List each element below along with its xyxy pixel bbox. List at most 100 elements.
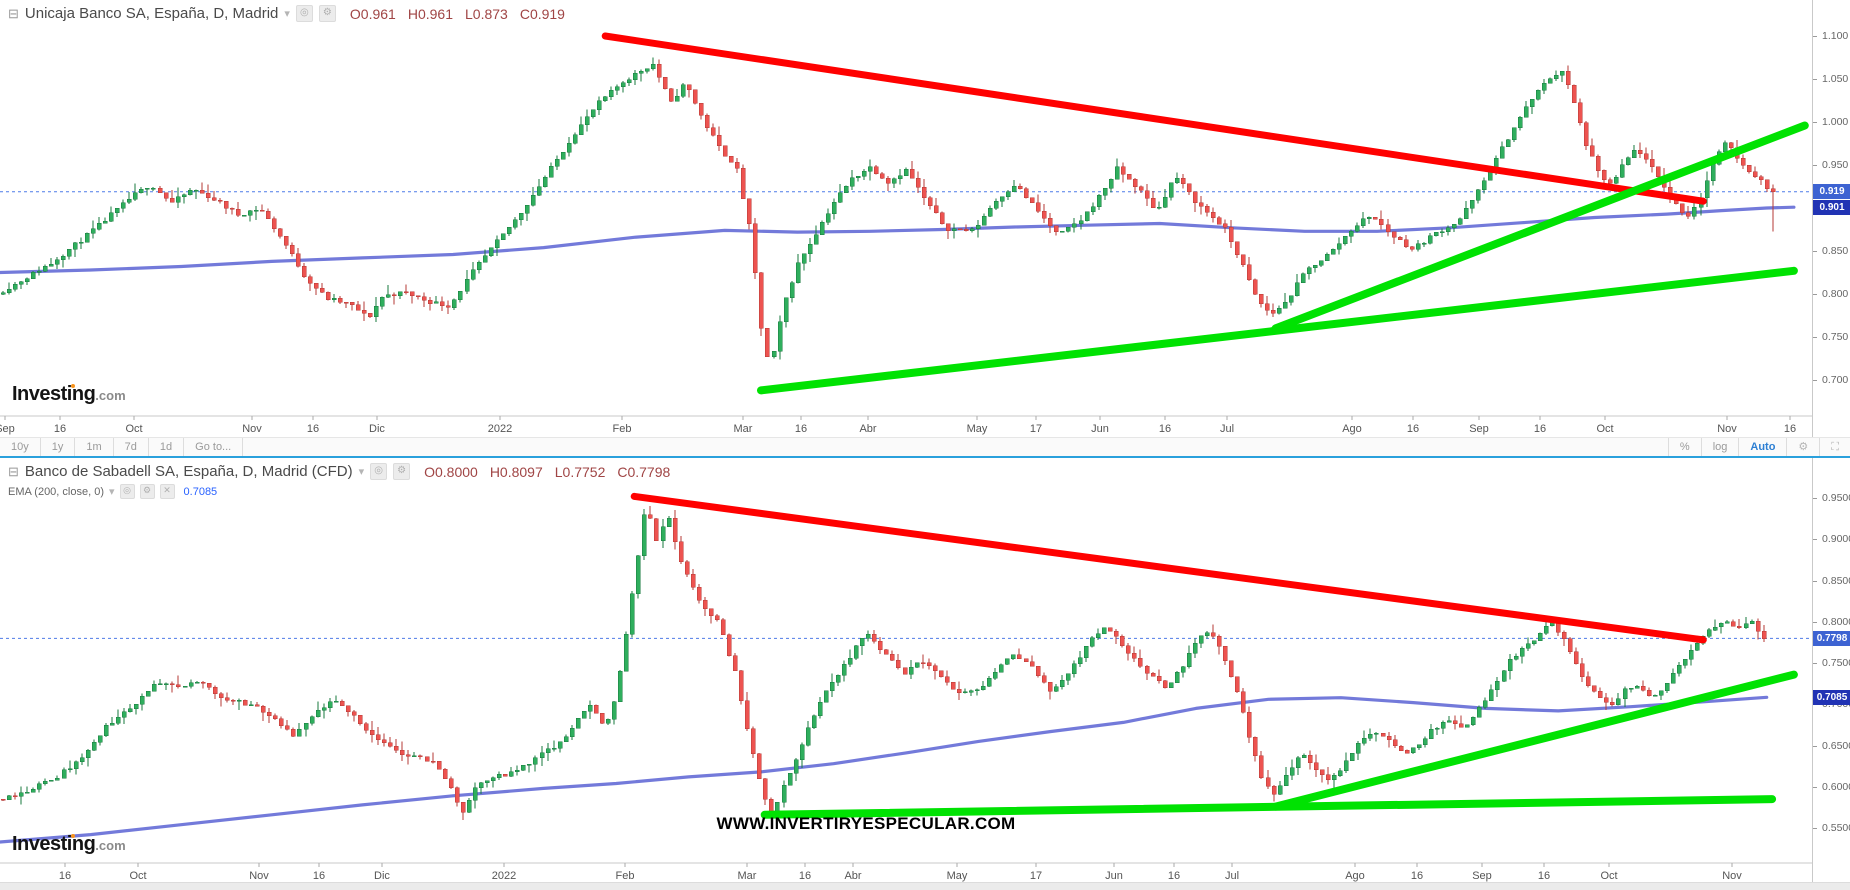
ema-value-badge: 0.7085 — [1813, 690, 1850, 705]
settings-icon[interactable]: ⚙ — [393, 463, 411, 480]
price-axis-unicaja[interactable]: 0.919 0.901 1.100 1.050 1.000 0.950 0.850 0.8… — [1812, 0, 1850, 437]
scale-buttons: % log Auto ⚙ ⛶ — [1667, 438, 1850, 456]
chevron-down-icon[interactable]: ▾ — [109, 486, 115, 498]
high-value: H0.8097 — [489, 463, 543, 480]
svg-text:Feb: Feb — [613, 423, 632, 435]
svg-text:Jul: Jul — [1220, 423, 1234, 435]
collapse-pane-icon[interactable]: ⊟ — [8, 5, 19, 21]
investing-logo-suffix: .com — [95, 838, 126, 853]
fullscreen-icon[interactable]: ⛶ — [1819, 438, 1850, 456]
svg-text:Ago: Ago — [1342, 423, 1362, 435]
svg-text:16: 16 — [1534, 423, 1546, 435]
range-7d-button[interactable]: 7d — [114, 438, 149, 456]
svg-text:May: May — [967, 423, 988, 435]
gear-icon[interactable]: ⚙ — [1786, 438, 1819, 456]
close-value: C0.919 — [519, 5, 565, 22]
visibility-icon[interactable]: ◎ — [295, 5, 313, 22]
svg-text:Abr: Abr — [859, 423, 876, 435]
chevron-down-icon[interactable]: ▾ — [284, 8, 290, 20]
svg-text:Jun: Jun — [1105, 870, 1123, 882]
instrument-title: Unicaja Banco SA, España, D, Madrid — [24, 5, 279, 22]
range-buttons: 10y 1y 1m 7d 1d Go to... — [0, 438, 244, 456]
svg-text:Dic: Dic — [374, 870, 390, 882]
high-value: H0.961 — [407, 5, 453, 22]
range-10y-button[interactable]: 10y — [0, 438, 41, 456]
svg-text:Nov: Nov — [249, 870, 269, 882]
svg-text:Jul: Jul — [1225, 870, 1239, 882]
svg-text:May: May — [947, 870, 968, 882]
svg-text:16: 16 — [307, 423, 319, 435]
chevron-down-icon[interactable]: ▾ — [358, 466, 365, 478]
svg-text:16: 16 — [1168, 870, 1180, 882]
svg-text:Sep: Sep — [1472, 870, 1492, 882]
low-value: L0.7752 — [554, 463, 606, 480]
svg-text:Sep: Sep — [0, 423, 15, 435]
chart-pane-unicaja: Sep 16 Oct Nov 16 Dic 2022 Feb Mar 16 Abr May 17 Jun 1… — [0, 0, 1850, 437]
close-icon[interactable]: ✕ — [159, 484, 175, 499]
svg-text:16: 16 — [795, 423, 807, 435]
visibility-icon[interactable]: ◎ — [119, 484, 135, 499]
svg-text:16: 16 — [1407, 423, 1419, 435]
svg-text:Oct: Oct — [1600, 870, 1617, 882]
chart-pane-sabadell: 16 Oct Nov 16 Dic 2022 Feb Mar 16 Abr May 17 Jun 16 Ju… — [0, 458, 1850, 882]
instrument-title: Banco de Sabadell SA, España, D, Madrid … — [24, 463, 353, 480]
svg-text:Mar: Mar — [734, 423, 753, 435]
range-1d-button[interactable]: 1d — [149, 438, 185, 456]
chart-header-unicaja: ⊟ Unicaja Banco SA, España, D, Madrid ▾ … — [8, 5, 565, 22]
percent-scale-button[interactable]: % — [1667, 438, 1701, 456]
range-1m-button[interactable]: 1m — [75, 438, 114, 456]
ohlc-readout: O0.8000 H0.8097 L0.7752 C0.7798 — [424, 464, 670, 480]
investing-logo: Investing.com — [12, 833, 126, 856]
svg-text:Mar: Mar — [738, 870, 757, 882]
last-price-badge: 0.7798 — [1813, 631, 1850, 646]
investing-logo-text: Investing — [12, 833, 96, 855]
svg-text:Oct: Oct — [129, 870, 146, 882]
candlestick-plot-unicaja[interactable]: Sep 16 Oct Nov 16 Dic 2022 Feb Mar 16 Abr May 17 Jun 1… — [0, 0, 1812, 437]
watermark: WWW.INVERTIRYESPECULAR.COM — [716, 814, 1016, 833]
svg-text:Jun: Jun — [1091, 423, 1109, 435]
svg-text:Ago: Ago — [1345, 870, 1365, 882]
svg-text:Oct: Oct — [125, 423, 142, 435]
svg-text:16: 16 — [59, 870, 71, 882]
pane-separator — [0, 456, 1850, 458]
price-axis-sabadell[interactable]: 0.7798 0.7085 0.95000.90000.85000.80000.… — [1812, 458, 1850, 882]
collapse-pane-icon[interactable]: ⊟ — [8, 463, 19, 479]
log-scale-button[interactable]: log — [1700, 438, 1739, 456]
svg-text:16: 16 — [799, 870, 811, 882]
svg-text:16: 16 — [313, 870, 325, 882]
auto-scale-button[interactable]: Auto — [1738, 438, 1786, 456]
svg-text:2022: 2022 — [492, 870, 516, 882]
svg-text:16: 16 — [1411, 870, 1423, 882]
open-value: O0.8000 — [424, 463, 478, 480]
svg-text:Dic: Dic — [369, 423, 385, 435]
visibility-icon[interactable]: ◎ — [370, 463, 388, 480]
svg-text:Nov: Nov — [1722, 870, 1742, 882]
svg-text:16: 16 — [1159, 423, 1171, 435]
svg-text:Nov: Nov — [242, 423, 262, 435]
svg-text:16: 16 — [1538, 870, 1550, 882]
chart-toolbar: 10y 1y 1m 7d 1d Go to... % log Auto ⚙ ⛶ — [0, 437, 1850, 458]
bottom-toolbar-strip — [0, 882, 1850, 890]
svg-text:16: 16 — [54, 423, 66, 435]
investing-logo-suffix: .com — [95, 388, 126, 403]
svg-text:17: 17 — [1030, 423, 1042, 435]
svg-text:Feb: Feb — [616, 870, 635, 882]
svg-text:Sep: Sep — [1469, 423, 1489, 435]
investing-logo: Investing.com — [12, 383, 126, 406]
low-value: L0.873 — [465, 5, 508, 22]
svg-text:16: 16 — [1784, 423, 1796, 435]
ohlc-readout: O0.961 H0.961 L0.873 C0.919 — [350, 6, 565, 22]
ema-indicator-value: 0.7085 — [183, 485, 218, 498]
range-1y-button[interactable]: 1y — [41, 438, 76, 456]
goto-date-button[interactable]: Go to... — [184, 438, 244, 456]
settings-icon[interactable]: ⚙ — [139, 484, 155, 499]
ema-indicator-label: EMA (200, close, 0) — [8, 485, 104, 498]
candlestick-plot-sabadell[interactable]: 16 Oct Nov 16 Dic 2022 Feb Mar 16 Abr May 17 Jun 16 Ju… — [0, 458, 1812, 882]
chart-header-sabadell: ⊟ Banco de Sabadell SA, España, D, Madri… — [8, 463, 670, 480]
settings-icon[interactable]: ⚙ — [318, 5, 336, 22]
ema-indicator-row: EMA (200, close, 0) ▾ ◎ ⚙ ✕ 0.7085 — [8, 484, 217, 499]
svg-text:Abr: Abr — [844, 870, 861, 882]
svg-text:Nov: Nov — [1717, 423, 1737, 435]
close-value: C0.7798 — [617, 463, 671, 480]
